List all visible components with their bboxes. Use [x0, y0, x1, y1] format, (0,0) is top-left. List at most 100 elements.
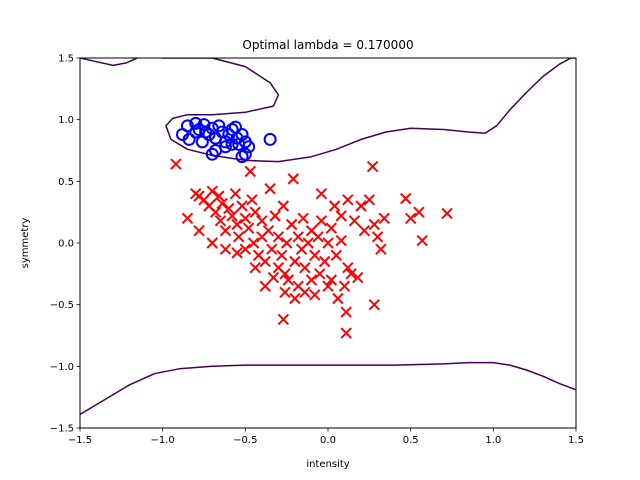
scatter-point-x	[330, 249, 342, 262]
scatter-point-circle	[189, 125, 203, 139]
scatter-point-x	[181, 212, 194, 225]
scatter-point-x	[315, 215, 328, 227]
scatter-point-circle	[202, 127, 216, 141]
scatter-point-x	[279, 268, 291, 280]
scatter-point-x	[315, 187, 328, 200]
scatter-point-circle	[205, 147, 219, 161]
scatter-point-x	[213, 190, 225, 202]
scatter-point-x	[366, 160, 379, 173]
y-tick-label: 0.5	[58, 177, 74, 188]
x-tick-label: −1.0	[151, 435, 175, 446]
scatter-point-x	[214, 215, 227, 227]
scatter-point-x	[239, 212, 252, 225]
y-tick-label: 1.0	[58, 115, 74, 126]
scatter-point-x	[280, 237, 293, 249]
x-tick-label: 1.5	[568, 435, 584, 446]
scatter-point-circle	[228, 120, 242, 134]
scatter-point-x	[219, 224, 232, 237]
scatter-point-x	[231, 247, 243, 259]
scatter-point-x	[231, 218, 243, 231]
scatter-point-x	[259, 255, 271, 268]
scatter-point-circle	[225, 137, 239, 151]
scatter-point-x	[325, 222, 338, 234]
decision-boundary-line	[80, 361, 576, 416]
x-tick-label: −1.5	[68, 435, 92, 446]
scatter-point-x	[272, 231, 285, 243]
scatter-point-x	[342, 194, 354, 206]
scatter-point-x	[209, 206, 222, 218]
scatter-point-circle	[242, 140, 256, 154]
scatter-point-x	[335, 210, 347, 222]
scatter-point-x	[282, 274, 295, 286]
scatter-point-x	[242, 222, 255, 234]
scatter-point-x	[206, 185, 218, 197]
y-axis: −1.5 −1.0 −0.5 0.0 0.5 1.0 1.5	[50, 54, 80, 435]
scatter-point-x	[233, 231, 245, 243]
scatter-point-circle	[238, 147, 252, 161]
scatter-point-x	[236, 200, 248, 212]
scatter-point-x	[264, 183, 276, 195]
scatter-point-x	[413, 206, 425, 218]
scatter-point-x	[305, 274, 318, 286]
scatter-point-circle	[218, 135, 232, 149]
scatter-point-x	[322, 237, 334, 249]
scatter-point-x	[314, 268, 326, 280]
scatter-point-x	[267, 271, 280, 284]
scatter-point-circle	[263, 132, 277, 146]
scatter-point-x	[226, 210, 238, 222]
scatter-point-x	[170, 158, 182, 170]
scatter-point-x	[322, 280, 334, 292]
scatter-point-x	[299, 286, 311, 299]
scatter-point-x	[249, 206, 261, 218]
scatter-point-x	[328, 200, 341, 212]
scatter-point-x	[368, 218, 381, 231]
scatter-point-x	[318, 255, 331, 268]
scatter-point-x	[216, 197, 228, 210]
x-tick-label: −0.5	[233, 435, 257, 446]
scatter-point-x	[368, 298, 381, 311]
scatter-point-x	[348, 215, 361, 227]
scatter-point-x	[262, 224, 275, 237]
scatter-point-x	[309, 289, 321, 301]
scatter-point-x	[352, 271, 364, 284]
scatter-point-x	[285, 218, 298, 231]
x-axis-label: intensity	[306, 459, 349, 470]
scatter-point-x	[378, 212, 390, 225]
scatter-point-x	[193, 224, 205, 237]
points-layer	[170, 116, 453, 339]
scatter-point-x	[277, 313, 290, 326]
scatter-point-x	[247, 237, 260, 249]
scatter-point-x	[223, 202, 235, 215]
scatter-point-x	[219, 243, 232, 255]
y-tick-label: 0.0	[58, 239, 74, 250]
scatter-point-x	[289, 292, 301, 305]
x-tick-label: 0.0	[320, 435, 336, 446]
scatter-point-x	[259, 280, 271, 292]
scatter-point-x	[229, 187, 242, 200]
x-axis: −1.5 −1.0 −0.5 0.0 0.5 1.0 1.5	[68, 428, 584, 446]
scatter-point-x	[338, 280, 351, 292]
scatter-point-x	[297, 212, 309, 225]
scatter-point-x	[277, 200, 290, 212]
x-tick-label: 0.5	[403, 435, 419, 446]
scatter-point-circle	[189, 116, 203, 130]
scatter-point-circle	[235, 150, 249, 164]
scatter-point-x	[279, 286, 291, 299]
scatter-point-x	[371, 231, 384, 243]
scatter-point-x	[269, 210, 281, 222]
scatter-point-circle	[182, 132, 196, 146]
scatter-point-circle	[199, 125, 213, 139]
scatter-point-x	[287, 173, 299, 185]
scatter-point-x	[249, 261, 261, 274]
scatter-point-x	[305, 224, 318, 237]
scatter-point-x	[292, 231, 304, 243]
scatter-point-circle	[218, 140, 232, 154]
y-tick-label: −1.5	[50, 424, 74, 435]
scatter-point-x	[289, 255, 301, 268]
scatter-point-x	[340, 327, 352, 339]
scatter-point-x	[309, 249, 321, 262]
scatter-point-x	[416, 234, 428, 247]
scatter-point-x	[358, 224, 371, 237]
scatter-point-x	[375, 243, 387, 255]
scatter-point-x	[342, 261, 354, 274]
